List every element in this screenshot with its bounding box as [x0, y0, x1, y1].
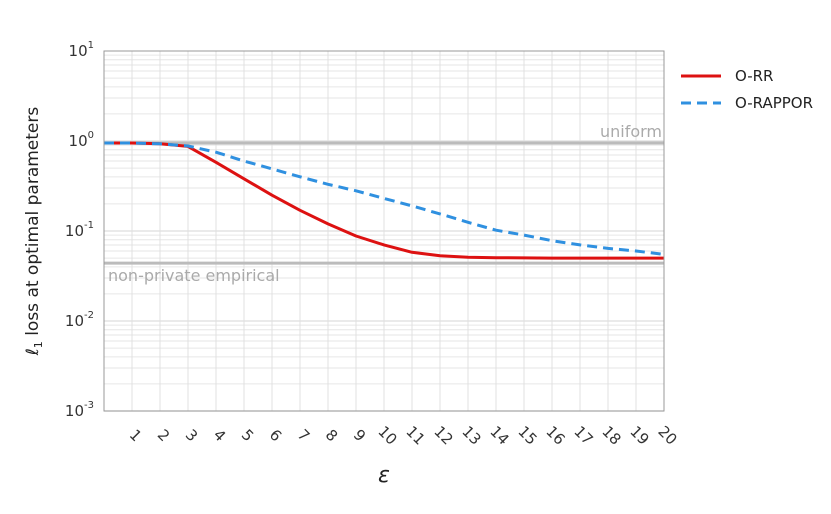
x-tick-label: 2 — [154, 426, 173, 445]
reference-lines: uniform non-private empirical — [104, 122, 664, 285]
x-tick-label: 9 — [350, 426, 369, 445]
x-tick-label: 14 — [486, 422, 512, 448]
y-axis-label-group: ℓ1 loss at optimal parameters — [23, 107, 45, 357]
x-tick-label: 18 — [598, 422, 624, 448]
x-tick-label: 1 — [126, 426, 145, 445]
y-tick-label: 10-3 — [65, 400, 94, 420]
series — [104, 141, 665, 260]
reference-line-label: non-private empirical — [108, 266, 280, 285]
x-tick-label: 5 — [238, 426, 257, 445]
x-tick-label: 7 — [294, 426, 313, 445]
x-tick-label: 10 — [374, 422, 400, 448]
x-axis-label: ε — [378, 463, 390, 488]
x-tick-label: 6 — [266, 426, 285, 445]
legend-label: O-RAPPOR — [735, 94, 813, 112]
x-tick-label: 11 — [402, 422, 428, 448]
x-tick-label: 3 — [182, 426, 201, 445]
x-tick-label: 19 — [626, 422, 652, 448]
plot-frame — [103, 50, 665, 412]
y-axis-label-prefix: ℓ — [23, 348, 43, 356]
grid — [104, 51, 665, 412]
y-tick-label: 101 — [69, 40, 94, 60]
series-line-o-rr — [104, 141, 664, 260]
x-tick-label: 16 — [542, 422, 568, 448]
x-tick-label: 17 — [570, 422, 596, 448]
x-tick-label: 4 — [210, 426, 229, 445]
legend-label: O-RR — [735, 67, 773, 85]
y-axis-label-text: loss at optimal parameters — [23, 107, 43, 336]
y-axis-label: ℓ1 loss at optimal parameters — [23, 107, 45, 357]
y-axis-label-prefix-sub: 1 — [32, 341, 45, 348]
x-tick-label: 8 — [322, 426, 341, 445]
y-tick-labels: 10-3 10-2 10-1 100 101 — [65, 40, 94, 420]
reference-line-label: uniform — [600, 122, 662, 141]
x-tick-label: 12 — [430, 422, 456, 448]
y-tick-label: 100 — [69, 130, 94, 150]
legend: O-RR O-RAPPOR — [681, 67, 813, 112]
x-tick-label: 20 — [654, 422, 680, 448]
x-tick-label: 15 — [514, 422, 540, 448]
x-tick-labels: 1 2 3 4 5 6 7 8 9 10 11 12 13 14 15 16 17 18 19 20 — [126, 422, 681, 448]
y-tick-label: 10-1 — [65, 220, 94, 240]
x-tick-label: 13 — [458, 422, 484, 448]
y-tick-label: 10-2 — [65, 310, 94, 330]
